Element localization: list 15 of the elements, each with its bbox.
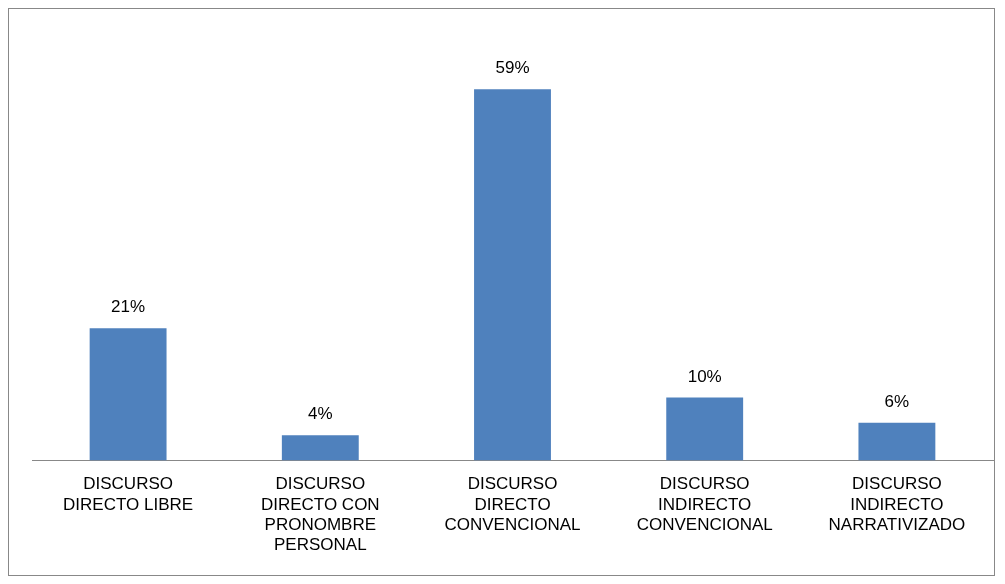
x-tick-label: DISCURSO DIRECTO CON PRONOMBRE PERSONAL xyxy=(260,474,380,555)
bar xyxy=(89,328,167,461)
x-tick-label: DISCURSO DIRECTO LIBRE xyxy=(63,474,194,514)
data-label: 6% xyxy=(884,391,910,411)
x-tick-label: DISCURSO INDIRECTO NARRATIVIZADO xyxy=(828,474,966,535)
bar xyxy=(858,422,936,461)
bar xyxy=(666,397,744,461)
data-label: 10% xyxy=(687,366,722,386)
data-label: 21% xyxy=(111,297,146,317)
data-label: 4% xyxy=(308,404,333,424)
bar xyxy=(474,89,551,461)
x-tick-label: DISCURSO INDIRECTO CONVENCIONAL xyxy=(636,474,773,535)
bar xyxy=(281,435,359,461)
x-tick-label: DISCURSO DIRECTO CONVENCIONAL xyxy=(444,474,581,535)
data-label: 59% xyxy=(495,58,530,78)
